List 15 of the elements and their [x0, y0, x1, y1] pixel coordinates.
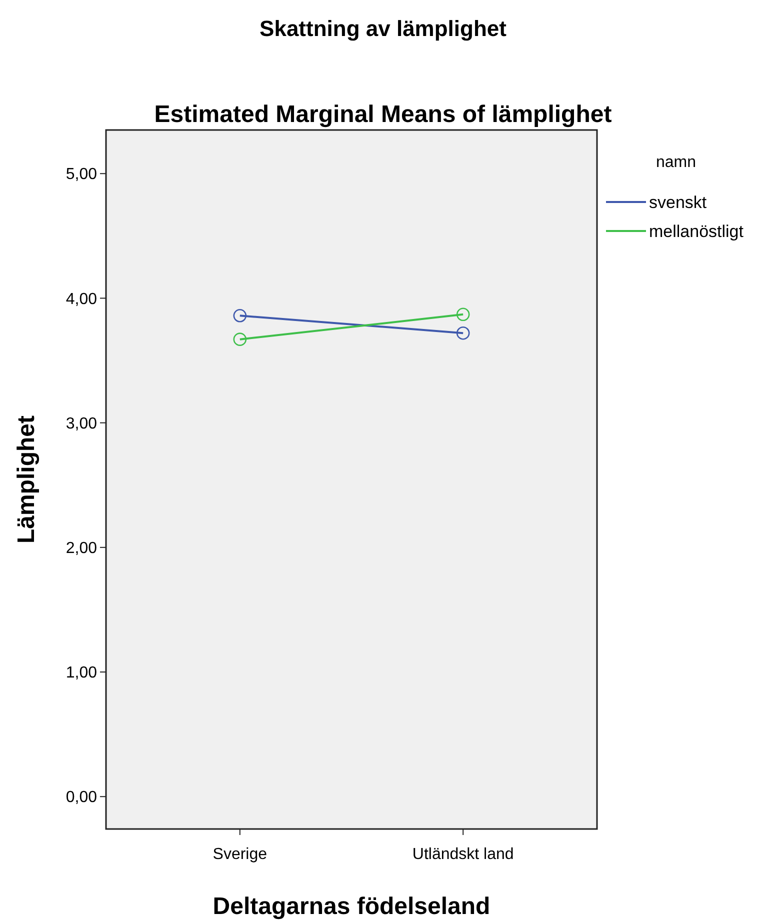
- x-tick-label: Sverige: [212, 846, 268, 863]
- legend-label: mellanöstligt: [649, 222, 744, 241]
- legend-title: namn: [656, 154, 696, 171]
- y-axis-title: Lämplighet: [13, 415, 40, 544]
- y-tick-label: 4,00: [66, 290, 98, 308]
- y-tick-label: 0,00: [66, 789, 98, 806]
- y-tick-label: 3,00: [66, 415, 98, 432]
- x-tick-label: Utländskt land: [412, 846, 514, 863]
- y-tick-label: 1,00: [66, 664, 98, 682]
- chart-subtitle: Estimated Marginal Means of lämplighet: [154, 101, 612, 128]
- legend-label: svenskt: [649, 192, 707, 212]
- chart-title: Skattning av lämplighet: [260, 16, 508, 41]
- x-axis-title: Deltagarnas födelseland: [212, 893, 490, 920]
- y-tick-label: 2,00: [66, 540, 98, 558]
- y-tick-label: 5,00: [66, 166, 98, 184]
